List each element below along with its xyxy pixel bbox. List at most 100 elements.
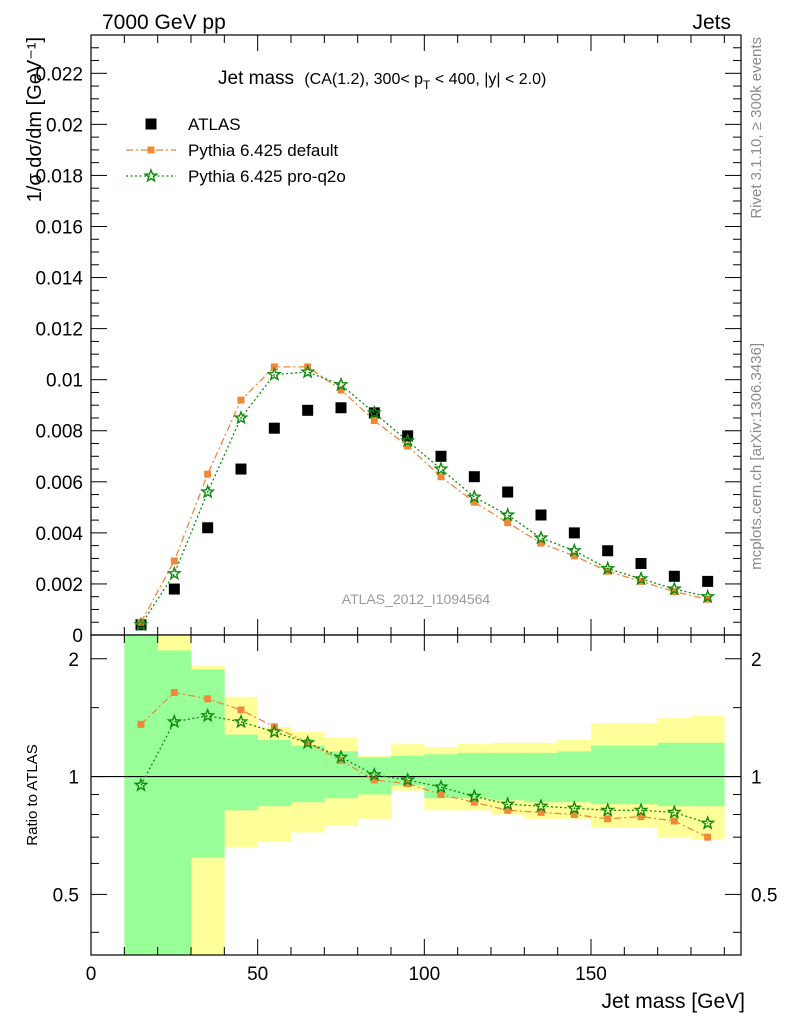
- main-y-tick-label: 0: [72, 626, 83, 647]
- ratio-point-pythia_pro_q2o: [400, 771, 416, 787]
- point-atlas: [335, 402, 347, 414]
- point-pythia_pro_q2o: [633, 570, 649, 586]
- main-y-tick-label: 0.022: [35, 64, 83, 85]
- point-pythia_pro_q2o: [300, 363, 316, 379]
- chart-title: Jet mass (CA(1.2), 300< pT < 400, |y| < …: [218, 68, 546, 92]
- ratio-point-pythia_pro_q2o: [133, 777, 149, 792]
- legend-label-pythia_default: Pythia 6.425 default: [188, 141, 339, 160]
- point-pythia_pro_q2o: [600, 560, 616, 576]
- ratio-point-pythia_pro_q2o: [333, 749, 349, 764]
- ratio-point-pythia_default: [704, 833, 712, 841]
- ratio-point-pythia_default: [570, 810, 578, 818]
- header-left: 7000 GeV pp: [102, 11, 226, 34]
- chart-title-sub-index: T: [423, 78, 431, 92]
- point-pythia_pro_q2o: [500, 506, 516, 522]
- ratio-point-pythia_default: [437, 790, 445, 798]
- point-pythia_pro_q2o: [266, 366, 282, 382]
- uncertainty-band-inner: [657, 742, 692, 807]
- point-atlas: [302, 404, 314, 416]
- uncertainty-band-inner: [524, 752, 558, 803]
- chart-title-sub: (CA(1.2), 300< p: [304, 71, 423, 88]
- side-label-rivet: Rivet 3.1.10, ≥ 300k events: [748, 37, 765, 219]
- main-y-tick-label: 0.012: [35, 320, 83, 341]
- point-atlas: [202, 522, 214, 534]
- point-pythia_default: [237, 396, 245, 404]
- ratio-panel: 0.5 0.5 1 1 2 2 0 50 100 150 Ratio to ATLAS Jet m…: [24, 634, 777, 1013]
- uncertainty-band-inner: [224, 734, 258, 811]
- ratio-point-pythia_pro_q2o: [566, 800, 582, 815]
- point-pythia_pro_q2o: [700, 588, 716, 604]
- main-y-tick-label: 0.008: [35, 422, 83, 443]
- ratio-y-tick-label: 1: [68, 768, 79, 789]
- legend-label-atlas: ATLAS: [188, 115, 241, 134]
- point-atlas: [235, 463, 247, 475]
- ratio-line-pythia_pro_q2o: [140, 715, 708, 824]
- point-atlas: [502, 486, 514, 498]
- ratio-point-pythia_pro_q2o: [200, 707, 216, 723]
- ratio-point-pythia_default: [537, 808, 545, 816]
- legend-marker-pythia_pro_q2o: [143, 168, 159, 183]
- point-pythia_default: [437, 473, 445, 481]
- ratio-y-tick-label: 2: [68, 650, 79, 671]
- uncertainty-band-inner: [257, 740, 292, 807]
- ratio-point-pythia_default: [237, 706, 245, 714]
- ratio-point-pythia_default: [504, 806, 512, 814]
- point-pythia_default: [370, 417, 378, 425]
- uncertainty-band-inner: [124, 635, 158, 955]
- ratio-point-pythia_pro_q2o: [500, 796, 516, 811]
- ratio-point-pythia_pro_q2o: [233, 713, 249, 729]
- point-atlas: [468, 471, 480, 483]
- point-pythia_pro_q2o: [333, 376, 349, 392]
- ratio-y-tick-label-right: 2: [751, 650, 762, 671]
- point-pythia_pro_q2o: [366, 404, 382, 420]
- chart-title-main: Jet mass: [218, 68, 294, 89]
- point-pythia_pro_q2o: [566, 542, 582, 558]
- ratio-x-tick-label: 0: [86, 964, 97, 985]
- uncertainty-band-inner: [291, 745, 325, 803]
- ratio-point-pythia_default: [304, 739, 312, 747]
- point-pythia_default: [470, 498, 478, 506]
- ratio-ylabel: Ratio to ATLAS: [24, 744, 41, 845]
- legend-marker-pythia_default: [147, 146, 155, 154]
- main-panel: 0 0.002 0.004 0.006 0.008 0.01 0.012 0.014 0.016…: [24, 34, 742, 647]
- point-pythia_default: [137, 618, 145, 626]
- ratio-y-tick-label-right: 0.5: [751, 885, 777, 906]
- ratio-point-pythia_pro_q2o: [166, 713, 182, 729]
- ratio-point-pythia_pro_q2o: [433, 779, 449, 794]
- main-y-tick-label: 0.006: [35, 473, 83, 494]
- point-pythia_pro_q2o: [533, 530, 549, 545]
- point-pythia_default: [504, 519, 512, 527]
- ratio-point-pythia_default: [170, 688, 178, 696]
- point-pythia_default: [204, 470, 212, 478]
- point-atlas: [535, 509, 547, 521]
- point-pythia_pro_q2o: [133, 616, 149, 632]
- ratio-point-pythia_default: [637, 813, 645, 821]
- uncertainty-band-inner: [357, 757, 392, 795]
- main-y-tick-label: 0.002: [35, 575, 83, 596]
- point-pythia_default: [404, 442, 412, 450]
- point-atlas: [435, 450, 447, 462]
- point-pythia_default: [537, 539, 545, 547]
- main-y-tick-label: 0.018: [35, 166, 83, 187]
- point-pythia_default: [170, 557, 178, 565]
- ratio-x-tick-label: 50: [247, 964, 268, 985]
- uncertainty-band-inner: [591, 745, 625, 805]
- point-pythia_default: [337, 386, 345, 394]
- point-pythia_pro_q2o: [200, 483, 216, 499]
- point-atlas: [568, 527, 580, 539]
- point-pythia_pro_q2o: [166, 565, 182, 581]
- ratio-frame: [90, 634, 742, 956]
- legend-label-pythia_pro_q2o: Pythia 6.425 pro-q2o: [188, 167, 346, 186]
- ratio-x-tick-label: 150: [575, 964, 607, 985]
- ratio-point-pythia_pro_q2o: [633, 802, 649, 817]
- ratio-point-pythia_pro_q2o: [700, 815, 716, 830]
- point-pythia_pro_q2o: [400, 432, 416, 448]
- legend-marker-atlas: [145, 118, 157, 130]
- ratio-point-pythia_default: [470, 798, 478, 806]
- chart-title-sub-rest: < 400, |y| < 2.0): [430, 71, 546, 88]
- ratio-y-tick-label-right: 1: [751, 768, 762, 789]
- point-pythia_default: [570, 552, 578, 560]
- point-pythia_pro_q2o: [233, 410, 249, 425]
- ratio-point-pythia_default: [137, 720, 145, 728]
